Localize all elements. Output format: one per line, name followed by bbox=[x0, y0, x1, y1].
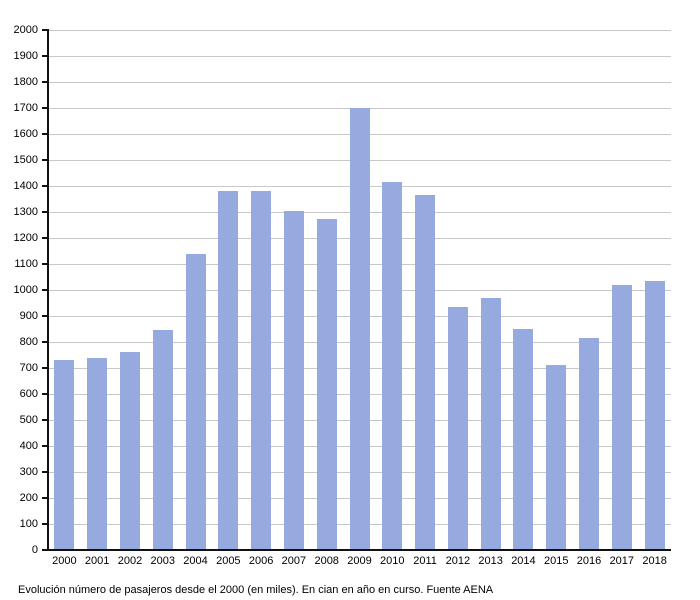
y-axis-tick-label: 1800 bbox=[13, 75, 38, 88]
x-axis-tick-label: 2011 bbox=[413, 555, 437, 567]
x-axis-tick-label: 2013 bbox=[478, 555, 503, 567]
bar-2003 bbox=[152, 330, 173, 549]
y-axis-tick-label: 600 bbox=[19, 387, 38, 400]
x-axis-tick-label: 2017 bbox=[609, 555, 635, 567]
bar-2015 bbox=[546, 365, 567, 549]
bar-2014 bbox=[513, 329, 534, 549]
x-axis-tick-label: 2010 bbox=[380, 555, 405, 567]
x-axis-tick-label: 2007 bbox=[281, 555, 307, 567]
y-axis-tick bbox=[42, 107, 48, 109]
y-axis-line bbox=[47, 29, 49, 551]
y-axis-tick-label: 1300 bbox=[13, 205, 38, 218]
bar-2011 bbox=[415, 195, 436, 549]
gridline bbox=[48, 81, 671, 83]
bar-2012 bbox=[447, 306, 468, 549]
y-axis-tick bbox=[42, 185, 48, 187]
bar-2010 bbox=[382, 182, 403, 549]
y-axis-tick-label: 500 bbox=[19, 413, 38, 426]
y-axis-tick-label: 1700 bbox=[13, 101, 38, 114]
chart-caption: Evolución número de pasajeros desde el 2… bbox=[18, 584, 494, 596]
x-axis-tick-label: 2000 bbox=[52, 555, 77, 567]
x-axis-line bbox=[47, 549, 671, 551]
x-axis-tick-label: 2014 bbox=[511, 555, 536, 567]
y-axis-tick bbox=[42, 497, 48, 499]
y-axis-tick bbox=[42, 263, 48, 265]
bar-2008 bbox=[316, 218, 337, 549]
y-axis-tick bbox=[42, 523, 48, 525]
y-axis-tick bbox=[42, 315, 48, 317]
x-axis-tick-label: 2002 bbox=[117, 555, 143, 567]
y-axis-tick-label: 400 bbox=[19, 439, 38, 452]
y-axis-tick-label: 1500 bbox=[13, 153, 38, 166]
bar-2004 bbox=[185, 253, 206, 549]
bar-2006 bbox=[251, 191, 272, 549]
bar-2002 bbox=[119, 352, 140, 549]
y-axis-tick-label: 1000 bbox=[13, 283, 38, 296]
y-axis-tick bbox=[42, 159, 48, 161]
x-axis-tick-label: 2012 bbox=[445, 555, 471, 567]
bar-2000 bbox=[54, 360, 75, 549]
bar-2013 bbox=[480, 297, 501, 549]
y-axis-tick-label: 200 bbox=[19, 491, 38, 504]
x-axis-tick-label: 2018 bbox=[642, 555, 667, 567]
y-axis-tick-label: 1200 bbox=[13, 231, 38, 244]
y-axis-tick-label: 1400 bbox=[13, 179, 38, 192]
bar-2001 bbox=[87, 357, 108, 549]
y-axis-tick-label: 300 bbox=[19, 465, 38, 478]
y-axis-tick-label: 100 bbox=[19, 517, 38, 530]
bar-2009 bbox=[349, 108, 370, 549]
x-axis-tick-label: 2005 bbox=[216, 555, 241, 567]
bar-2007 bbox=[283, 210, 304, 549]
x-axis-tick-label: 2008 bbox=[314, 555, 339, 567]
bar-2016 bbox=[579, 338, 600, 549]
y-axis-tick bbox=[42, 55, 48, 57]
gridline bbox=[48, 29, 671, 31]
y-axis-tick bbox=[42, 211, 48, 213]
x-axis-tick-label: 2016 bbox=[576, 555, 602, 567]
y-axis-tick bbox=[42, 419, 48, 421]
bar-2005 bbox=[218, 191, 239, 549]
y-axis-tick bbox=[42, 237, 48, 239]
y-axis-tick bbox=[42, 393, 48, 395]
bar-2018 bbox=[644, 280, 665, 549]
y-axis-tick-label: 800 bbox=[19, 335, 38, 348]
y-axis-tick bbox=[42, 549, 48, 551]
x-axis-tick-label: 2001 bbox=[84, 555, 110, 567]
y-axis-tick-label: 700 bbox=[19, 361, 38, 374]
x-axis-tick-label: 2006 bbox=[248, 555, 274, 567]
y-axis-tick bbox=[42, 133, 48, 135]
y-axis-tick-label: 2000 bbox=[13, 23, 38, 36]
y-axis-tick-label: 1900 bbox=[13, 49, 38, 62]
y-axis-tick bbox=[42, 367, 48, 369]
x-axis-tick-label: 2003 bbox=[150, 555, 175, 567]
x-axis-tick-label: 2004 bbox=[183, 555, 208, 567]
y-axis-tick-label: 0 bbox=[31, 543, 38, 556]
x-axis-tick-label: 2015 bbox=[543, 555, 569, 567]
y-axis-tick-label: 1100 bbox=[14, 257, 38, 270]
x-axis-tick-label: 2009 bbox=[347, 555, 372, 567]
y-axis-tick bbox=[42, 445, 48, 447]
y-axis-tick bbox=[42, 341, 48, 343]
y-axis-tick bbox=[42, 471, 48, 473]
y-axis-tick bbox=[42, 29, 48, 31]
y-axis-tick bbox=[42, 289, 48, 291]
y-axis-tick-label: 900 bbox=[19, 309, 38, 322]
y-axis-tick-label: 1600 bbox=[13, 127, 38, 140]
bar-2017 bbox=[611, 284, 632, 549]
gridline bbox=[48, 55, 671, 57]
y-axis-tick bbox=[42, 81, 48, 83]
